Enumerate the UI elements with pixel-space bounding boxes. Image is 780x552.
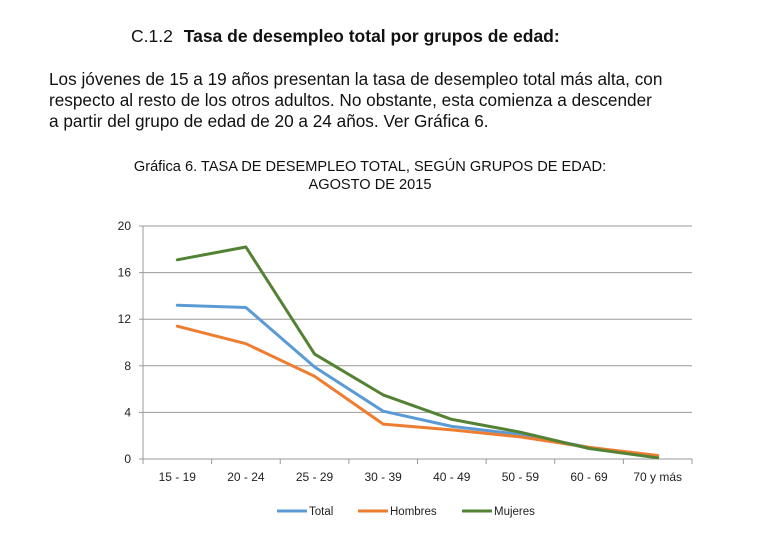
y-tick-label: 16: [118, 266, 132, 280]
section-heading: C.1.2 Tasa de desempleo total por grupos…: [131, 26, 560, 47]
series-line-total: [175, 303, 660, 459]
paragraph-line: a partir del grupo de edad de 20 a 24 añ…: [49, 111, 489, 131]
chart-title-line1: Gráfica 6. TASA DE DESEMPLEO TOTAL, SEGÚ…: [133, 159, 607, 175]
series-line-mujeres: [175, 245, 660, 460]
data-series: [175, 245, 660, 460]
y-tick-label: 20: [118, 219, 132, 233]
legend-label-total: Total: [309, 506, 333, 518]
x-tick-label: 40 - 49: [433, 470, 471, 484]
legend-label-hombres: Hombres: [390, 506, 437, 518]
x-tick-label: 30 - 39: [365, 470, 403, 484]
section-title: Tasa de desempleo total por grupos de ed…: [183, 26, 560, 46]
x-tick-label: 60 - 69: [570, 470, 608, 484]
chart-title: Gráfica 6. TASA DE DESEMPLEO TOTAL, SEGÚ…: [60, 158, 680, 194]
chart-title-line2: AGOSTO DE 2015: [308, 177, 432, 193]
legend: Total Hombres Mujeres: [277, 506, 535, 518]
x-tick-label: 20 - 24: [227, 470, 265, 484]
paragraph-line: Los jóvenes de 15 a 19 años presentan la…: [49, 69, 663, 89]
x-tick-label: 70 y más: [633, 470, 682, 484]
series-line-hombres: [175, 324, 660, 457]
axes: 0 4 8 12 16 20 15 - 19 20 - 24 25 - 29 30 - 39 40 …: [118, 219, 693, 484]
body-paragraph: Los jóvenes de 15 a 19 años presentan la…: [49, 69, 749, 132]
x-tick-label: 15 - 19: [159, 470, 197, 484]
gridlines: [143, 225, 692, 413]
legend-label-mujeres: Mujeres: [494, 506, 535, 518]
y-tick-label: 12: [118, 312, 132, 326]
y-tick-label: 8: [124, 359, 131, 373]
x-tick-label: 25 - 29: [296, 470, 334, 484]
y-tick-label: 4: [124, 405, 131, 419]
y-tick-label: 0: [124, 452, 131, 466]
section-number: C.1.2: [131, 26, 173, 46]
paragraph-line: respecto al resto de los otros adultos. …: [49, 90, 652, 110]
x-tick-label: 50 - 59: [502, 470, 540, 484]
